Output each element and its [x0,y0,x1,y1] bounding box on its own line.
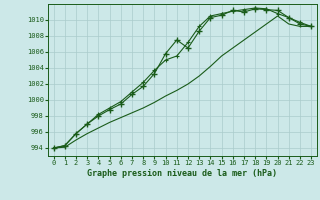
X-axis label: Graphe pression niveau de la mer (hPa): Graphe pression niveau de la mer (hPa) [87,169,277,178]
